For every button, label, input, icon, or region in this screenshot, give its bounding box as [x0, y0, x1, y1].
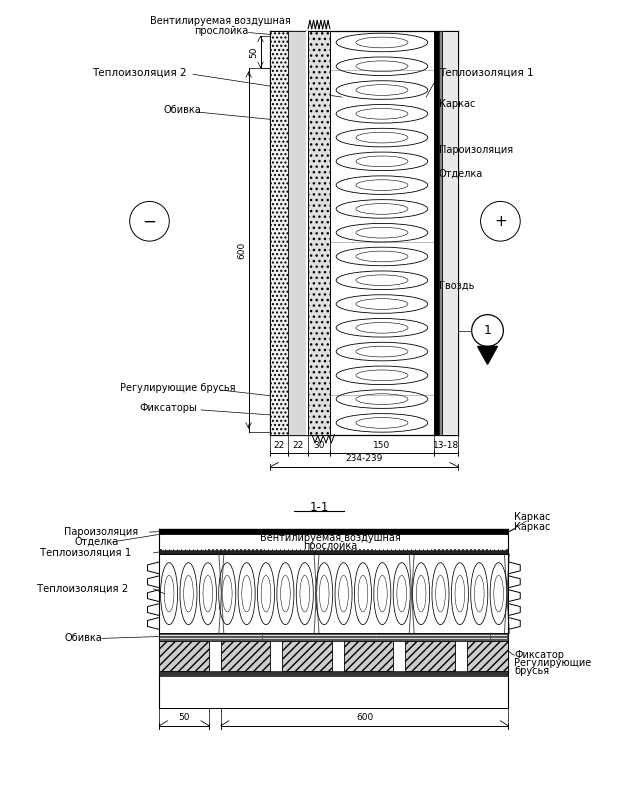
Text: Регулирующие брусья: Регулирующие брусья	[120, 383, 235, 393]
Circle shape	[480, 202, 520, 241]
Bar	[405, 642, 455, 671]
Polygon shape	[478, 347, 498, 364]
Text: Обивка: Обивка	[64, 634, 102, 643]
Text: Регулирующие: Регулирующие	[514, 659, 591, 668]
Text: Теплоизоляция 2: Теплоизоляция 2	[92, 67, 187, 77]
Text: 1: 1	[484, 324, 491, 337]
Bar	[160, 529, 508, 534]
Text: Теплоизоляция 2: Теплоизоляция 2	[38, 584, 129, 594]
Text: Вентилируемая воздушная: Вентилируемая воздушная	[260, 533, 400, 543]
Circle shape	[130, 202, 169, 241]
Text: Фиксатор: Фиксатор	[514, 650, 564, 660]
Text: 150: 150	[373, 441, 390, 451]
Bar	[160, 634, 508, 642]
Bar	[288, 31, 306, 434]
Bar	[306, 31, 308, 434]
Text: Каркас: Каркас	[514, 522, 551, 532]
Text: 600: 600	[356, 713, 373, 722]
Text: Отделка: Отделка	[74, 537, 119, 547]
Bar	[330, 31, 434, 434]
Text: Теплоизоляция 1: Теплоизоляция 1	[439, 67, 533, 77]
Text: 22: 22	[274, 441, 285, 451]
Bar	[344, 642, 394, 671]
Bar	[439, 31, 442, 434]
Bar	[467, 642, 508, 671]
Text: +: +	[494, 214, 507, 229]
Bar	[160, 534, 508, 549]
Bar	[160, 549, 508, 554]
Text: −: −	[142, 212, 156, 231]
Bar	[160, 554, 508, 634]
Text: Пароизоляция: Пароизоляция	[64, 527, 138, 537]
Text: Обивка: Обивка	[163, 105, 201, 115]
Text: 600: 600	[237, 242, 247, 259]
Text: Теплоизоляция 1: Теплоизоляция 1	[40, 548, 131, 558]
Text: прослойка: прослойка	[303, 541, 357, 551]
Bar	[271, 31, 288, 434]
Bar	[434, 31, 439, 434]
Text: брусья: брусья	[514, 666, 549, 676]
Text: 50: 50	[249, 46, 258, 58]
Text: 1-1: 1-1	[309, 501, 329, 513]
Text: Пароизоляция: Пароизоляция	[439, 145, 513, 155]
Text: 50: 50	[179, 713, 190, 722]
Bar	[308, 31, 330, 434]
Bar	[160, 642, 209, 671]
Text: Каркас: Каркас	[514, 512, 551, 522]
Text: прослойка: прослойка	[194, 26, 248, 35]
Text: 234-239: 234-239	[345, 454, 383, 463]
Text: Гвоздь: Гвоздь	[439, 280, 474, 291]
Text: 13-18: 13-18	[433, 441, 459, 451]
Text: Фиксаторы: Фиксаторы	[140, 403, 197, 413]
Text: 30: 30	[313, 441, 325, 451]
Bar	[160, 671, 508, 676]
Bar	[442, 31, 458, 434]
Text: Отделка: Отделка	[439, 168, 483, 179]
Bar	[283, 642, 332, 671]
Text: Вентилируемая воздушная: Вентилируемая воздушная	[151, 15, 291, 26]
Text: 22: 22	[293, 441, 304, 451]
Circle shape	[471, 314, 503, 347]
Text: Каркас: Каркас	[439, 99, 475, 109]
Bar	[221, 642, 271, 671]
